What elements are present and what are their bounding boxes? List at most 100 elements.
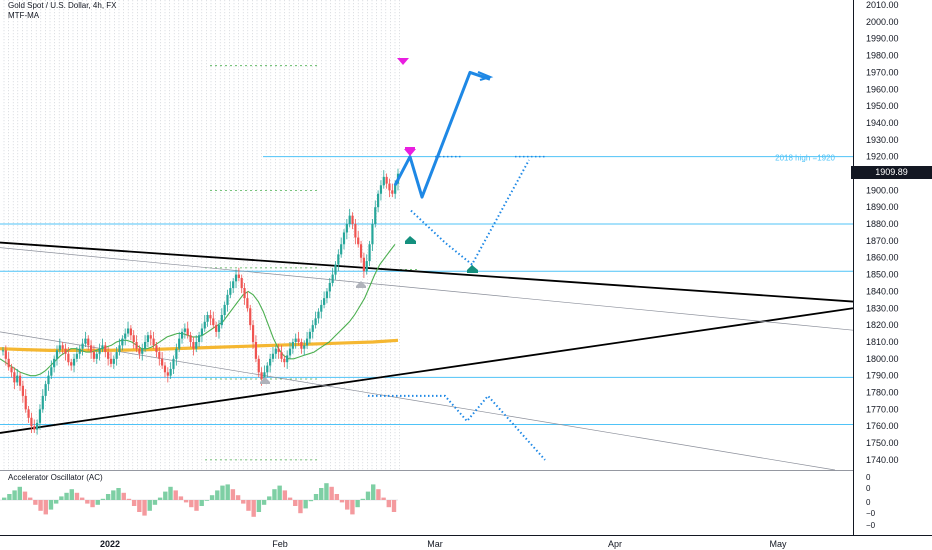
candle-body — [195, 341, 198, 349]
candle-body — [334, 264, 337, 275]
candle-body — [308, 331, 312, 339]
candle-body — [226, 294, 229, 305]
candle-body — [311, 325, 314, 332]
oscillator-bar — [183, 500, 189, 503]
candle-body — [246, 298, 249, 309]
price-tick-label: 1860.00 — [866, 253, 899, 263]
candle-body — [67, 353, 70, 363]
projection-path — [393, 70, 491, 199]
candle-body — [223, 304, 226, 316]
candle-body — [206, 315, 209, 322]
candle-body — [61, 345, 64, 349]
oscillator-bar — [64, 492, 69, 500]
oscillator-bar — [116, 488, 121, 500]
candle-body — [36, 422, 39, 430]
oscillator-bar — [220, 485, 225, 500]
oscillator-bar — [261, 500, 267, 505]
oscillator-bar — [267, 496, 272, 500]
candle-body — [232, 281, 235, 289]
candle-body — [50, 367, 53, 376]
oscillator-bar — [355, 500, 360, 508]
oscillator-bar — [256, 500, 262, 512]
candle-body — [146, 335, 150, 342]
candle-body — [169, 368, 172, 376]
candle-body — [362, 257, 365, 272]
price-tick-label: 1930.00 — [866, 135, 899, 145]
candle-body — [237, 274, 240, 278]
oscillator-bar — [230, 489, 236, 500]
oscillator-bar — [360, 498, 366, 500]
oscillator-bar — [391, 500, 397, 512]
oscillator-bar — [17, 486, 22, 500]
time-tick-label: 2022 — [100, 539, 120, 549]
oscillator-bar — [2, 497, 7, 500]
candle-body — [126, 328, 130, 334]
candle-body — [143, 341, 147, 349]
candle-body — [263, 372, 266, 380]
price-tick-label: 1740.00 — [866, 455, 899, 465]
label-2018-high: 2018 high =1920 — [775, 154, 835, 163]
price-tick-label: 1790.00 — [866, 371, 899, 381]
candle-body — [72, 358, 76, 366]
candle-body — [340, 244, 343, 255]
time-tick-label: Apr — [608, 539, 622, 549]
axis-labels: 2010.00 2000.00 1990.00 1980.00 1970.00 1960.… — [100, 0, 899, 549]
oscillator-bar — [319, 488, 324, 500]
candle-body — [314, 318, 317, 326]
candlesticks — [1, 168, 400, 435]
price-tick-label: 1780.00 — [866, 388, 899, 398]
oscillator-bar — [142, 500, 147, 516]
oscillator-bar — [282, 490, 288, 500]
oscillator-bar — [215, 490, 220, 500]
price-tick-label: 1810.00 — [866, 337, 899, 347]
candle-body — [109, 358, 113, 364]
oscillator-bar — [126, 498, 132, 500]
candle-body — [92, 352, 96, 359]
oscillator-bar — [7, 494, 12, 500]
candle-body — [277, 348, 280, 353]
price-tick-label: 1800.00 — [866, 354, 899, 364]
candle-body — [249, 308, 252, 326]
oscillator-bar — [277, 485, 282, 500]
price-tick-label: 2010.00 — [866, 0, 899, 10]
candle-body — [149, 335, 152, 339]
price-tick-label: 1850.00 — [866, 270, 899, 280]
oscillator-bar — [199, 500, 204, 506]
oscillator-bar — [111, 490, 116, 500]
candle-body — [197, 335, 201, 342]
candle-body — [33, 426, 36, 430]
oscillator-tick-label: −0 — [866, 509, 876, 518]
oscillator-bar — [157, 497, 163, 500]
time-tick-label: Mar — [427, 539, 443, 549]
candle-body — [75, 353, 78, 359]
candle-body — [269, 358, 272, 366]
oscillator-bar — [48, 500, 54, 510]
candle-body — [357, 237, 360, 245]
trendline — [0, 307, 854, 434]
price-tick-label: 1980.00 — [866, 51, 899, 61]
horizontal-levels: 2018 high =1920 — [0, 65, 853, 461]
oscillator-bar — [152, 500, 158, 505]
oscillator-bar — [137, 500, 142, 512]
candle-body — [186, 328, 189, 336]
candle-body — [118, 345, 121, 353]
oscillator-bar — [339, 500, 345, 503]
oscillator-bar — [386, 500, 392, 508]
candle-body — [38, 409, 42, 423]
candle-body — [163, 365, 167, 373]
price-tick-label: 1750.00 — [866, 438, 899, 448]
candle-body — [24, 395, 27, 410]
oscillator-bar — [204, 500, 210, 501]
candle-body — [209, 315, 212, 319]
candle-body — [348, 215, 351, 225]
oscillator-bar — [334, 494, 340, 500]
candle-body — [158, 352, 161, 359]
indicator-label: MTF-MA — [8, 11, 40, 20]
candle-body — [371, 224, 374, 245]
oscillator-bar — [365, 491, 371, 500]
oscillator-bar — [69, 489, 74, 500]
candle-body — [257, 358, 260, 373]
candle-body — [47, 375, 50, 385]
candle-body — [303, 345, 306, 349]
